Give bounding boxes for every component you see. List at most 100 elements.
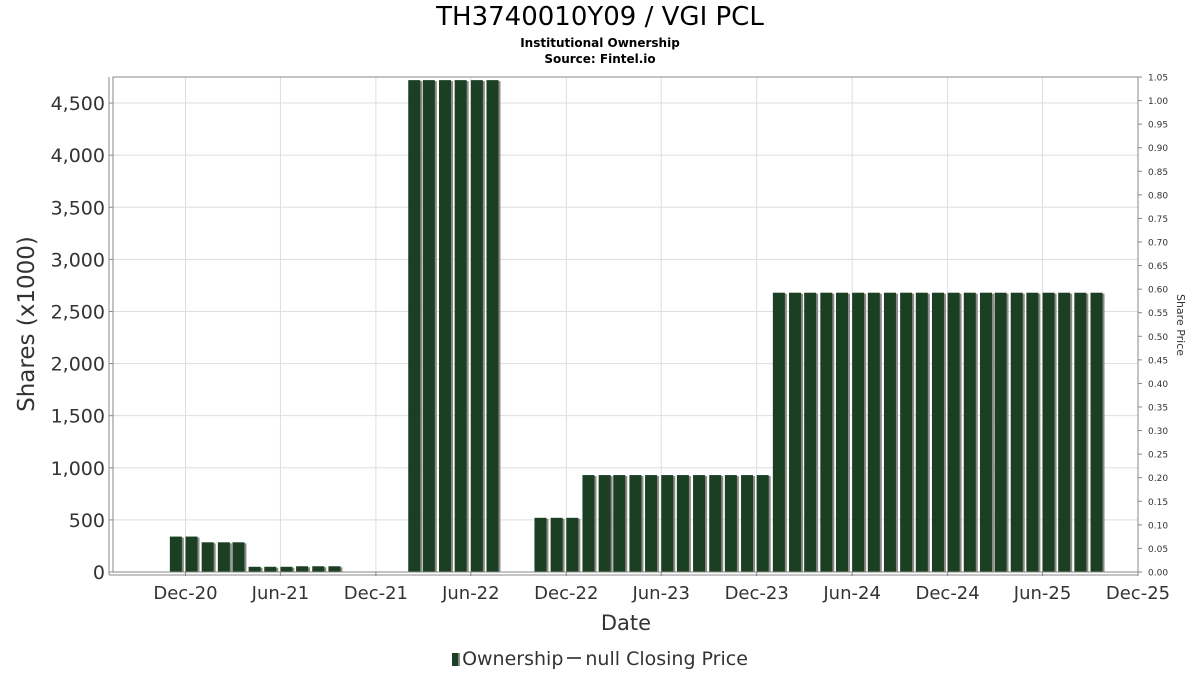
ownership-bar [931, 292, 944, 572]
ownership-bar [470, 80, 483, 572]
ownership-bar [439, 80, 452, 572]
ownership-bar [835, 292, 848, 572]
y2-tick-label: 0.40 [1148, 380, 1168, 390]
x-tick-label: Dec-24 [915, 583, 979, 604]
y-tick-label: 3,500 [51, 197, 105, 219]
y-tick-label: 4,000 [51, 145, 105, 167]
legend-price-label: null Closing Price [585, 648, 748, 670]
ownership-bar [947, 292, 960, 572]
y2-tick-label: 0.80 [1148, 191, 1168, 201]
ownership-bar [486, 80, 499, 572]
y2-tick-label: 0.90 [1148, 144, 1168, 154]
plot-border [112, 76, 1139, 573]
ownership-bar [280, 566, 293, 572]
y2-tick-label: 0.60 [1148, 286, 1168, 296]
y2-tick-label: 0.75 [1148, 215, 1168, 225]
ownership-bar [1042, 292, 1055, 572]
ownership-bar [1058, 292, 1071, 572]
ownership-bar [185, 536, 198, 572]
ownership-bar [613, 475, 626, 572]
x-tick-label: Dec-25 [1106, 583, 1170, 604]
ownership-bar [693, 475, 706, 572]
y2-tick-label: 1.00 [1148, 97, 1168, 107]
ownership-bar [264, 566, 277, 572]
y-tick-label: 500 [69, 510, 105, 532]
ownership-bar [408, 80, 421, 572]
y-tick-label: 2,000 [51, 354, 105, 376]
x-tick-label: Jun-23 [631, 583, 690, 604]
ownership-bar [979, 292, 992, 572]
ownership-bar [852, 292, 865, 572]
x-tick-label: Dec-20 [153, 583, 217, 604]
ownership-bar [994, 292, 1007, 572]
legend: Ownership null Closing Price [0, 647, 1200, 671]
y2-tick-label: 0.70 [1148, 239, 1168, 249]
y-tick-label: 4,500 [51, 93, 105, 115]
y2-tick-label: 0.50 [1148, 333, 1168, 343]
ownership-bar [661, 475, 674, 572]
chart-title: TH3740010Y09 / VGI PCL [436, 2, 764, 32]
ownership-bar [598, 475, 611, 572]
ownership-bar [217, 542, 230, 572]
x-tick-label: Jun-25 [1013, 583, 1072, 604]
y-axis: 0 500 1,000 1,500 2,000 2,500 3,000 3,500 4,000 4… [51, 93, 113, 584]
ownership-bar [1090, 292, 1103, 572]
ownership-bar [1010, 292, 1023, 572]
x-tick-label: Jun-24 [822, 583, 881, 604]
ownership-bar [534, 517, 547, 572]
y2-tick-label: 0.15 [1148, 498, 1168, 508]
ownership-bar [201, 542, 214, 572]
y-tick-label: 1,000 [51, 458, 105, 480]
ownership-bar [422, 80, 435, 572]
y2-tick-label: 0.00 [1148, 569, 1168, 579]
ownership-bar [900, 292, 913, 572]
ownership-bar [709, 475, 722, 572]
ownership-bar [645, 475, 658, 572]
y2-axis-label: Share Price [1174, 294, 1187, 356]
ownership-bar [169, 536, 182, 572]
ownership-bar [867, 292, 880, 572]
x-axis-label: Date [601, 611, 651, 635]
ownership-bar [789, 292, 802, 572]
y2-tick-label: 1.05 [1148, 74, 1168, 84]
ownership-bar [883, 292, 896, 572]
ownership-bar [804, 292, 817, 572]
ownership-bar [550, 517, 563, 572]
ownership-bar [629, 475, 642, 572]
ownership-bar [820, 292, 833, 572]
y-tick-label: 3,000 [51, 249, 105, 271]
y2-tick-label: 0.25 [1148, 451, 1168, 461]
ownership-bar [1074, 292, 1087, 572]
ownership-bar [566, 517, 579, 572]
bars [169, 80, 1105, 572]
x-tick-label: Dec-21 [344, 583, 408, 604]
y2-tick-label: 0.45 [1148, 356, 1168, 366]
y-tick-label: 0 [93, 562, 105, 584]
y2-tick-label: 0.35 [1148, 404, 1168, 414]
x-axis: Dec-20 Jun-21 Dec-21 Jun-22 Dec-22 Jun-23 Dec-… [153, 572, 1170, 604]
ownership-bar [312, 566, 325, 572]
x-tick-label: Jun-21 [251, 583, 310, 604]
ownership-bar [915, 292, 928, 572]
ownership-bar [756, 475, 769, 572]
y2-tick-label: 0.20 [1148, 474, 1168, 484]
ownership-bar [772, 292, 785, 572]
ownership-bar [741, 475, 754, 572]
y2-tick-label: 0.85 [1148, 168, 1168, 178]
ownership-bar [296, 566, 309, 572]
ownership-bar [232, 542, 245, 572]
ownership-bar [724, 475, 737, 572]
y2-tick-label: 0.65 [1148, 262, 1168, 272]
ownership-bar [454, 80, 467, 572]
y2-tick-label: 0.05 [1148, 545, 1168, 555]
legend-ownership-label: Ownership [462, 648, 564, 670]
y2-tick-label: 0.55 [1148, 309, 1168, 319]
y2-tick-label: 0.95 [1148, 121, 1168, 131]
chart-source: Source: Fintel.io [544, 52, 656, 66]
ownership-bar [1026, 292, 1039, 572]
x-tick-label: Jun-22 [441, 583, 500, 604]
ownership-bar [963, 292, 976, 572]
y-tick-label: 1,500 [51, 406, 105, 428]
ownership-chart: Dec-20 Jun-21 Dec-21 Jun-22 Dec-22 Jun-23 Dec-… [14, 74, 1187, 636]
x-tick-label: Dec-22 [534, 583, 598, 604]
